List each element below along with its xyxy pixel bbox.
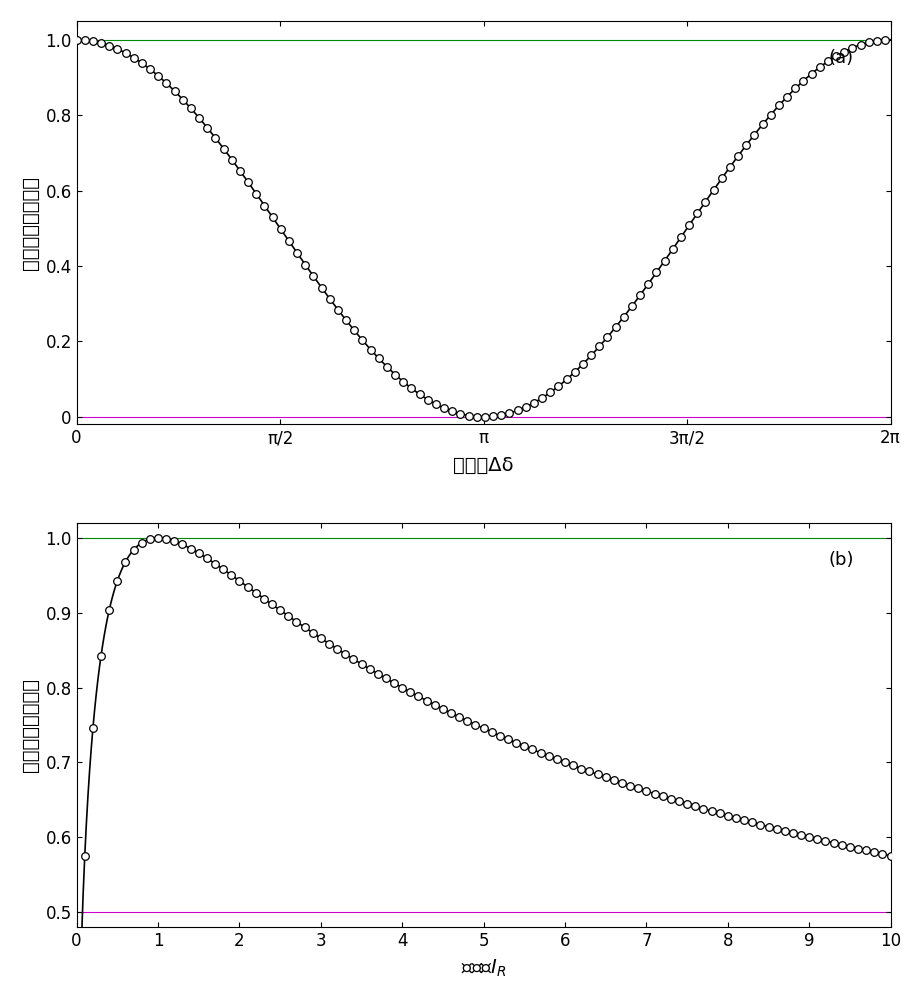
Y-axis label: 相干偏振合成效率: 相干偏振合成效率	[21, 176, 40, 270]
Text: (b): (b)	[829, 551, 854, 569]
Y-axis label: 相干偏振合成效率: 相干偏振合成效率	[21, 678, 40, 772]
Text: (a): (a)	[829, 49, 854, 67]
X-axis label: 相位差Δδ: 相位差Δδ	[454, 456, 514, 475]
X-axis label: 光强比$\mathit{I_R}$: 光强比$\mathit{I_R}$	[461, 958, 506, 979]
